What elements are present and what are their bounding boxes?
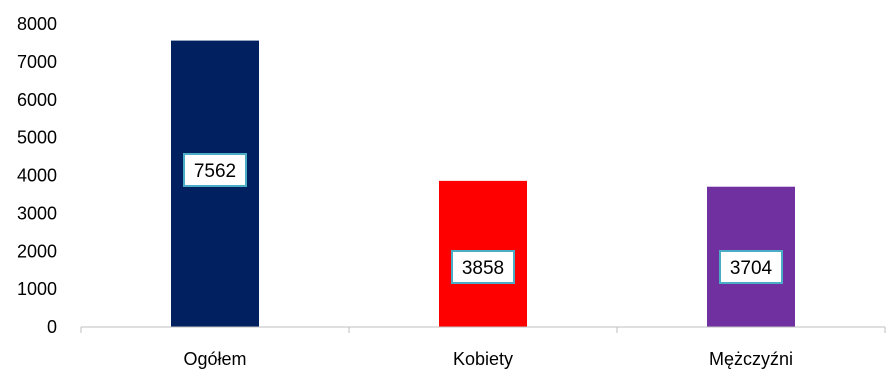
- data-label: 3704: [719, 250, 783, 284]
- y-tick-label: 2000: [17, 241, 57, 261]
- data-label-text: 3858: [462, 258, 504, 279]
- y-axis-tick-labels: 0 1000 2000 3000 4000 5000 6000 7000 8000: [17, 14, 57, 337]
- data-label-text: 3704: [730, 258, 773, 279]
- y-tick-label: 3000: [17, 203, 57, 223]
- data-label-box: [451, 250, 515, 284]
- data-label: 3858: [451, 250, 515, 284]
- data-label-box: [183, 153, 247, 187]
- data-label-text: 7562: [194, 161, 236, 182]
- data-label: 7562: [183, 153, 247, 187]
- y-tick-label: 4000: [17, 166, 57, 186]
- y-tick-label: 7000: [17, 52, 57, 72]
- bars: [171, 40, 795, 328]
- x-category-label: Kobiety: [453, 349, 513, 369]
- x-axis-category-labels: Ogółem Kobiety Mężczyźni: [183, 349, 793, 369]
- y-tick-label: 6000: [17, 90, 57, 110]
- x-category-label: Ogółem: [183, 349, 246, 369]
- x-axis-tick-marks: [80, 327, 886, 333]
- y-tick-label: 0: [47, 317, 57, 337]
- data-labels: 7562 3858 3704: [183, 153, 783, 284]
- data-label-box: [719, 250, 783, 284]
- y-tick-label: 8000: [17, 14, 57, 34]
- y-tick-label: 1000: [17, 279, 57, 299]
- y-tick-label: 5000: [17, 128, 57, 148]
- x-category-label: Mężczyźni: [709, 349, 793, 369]
